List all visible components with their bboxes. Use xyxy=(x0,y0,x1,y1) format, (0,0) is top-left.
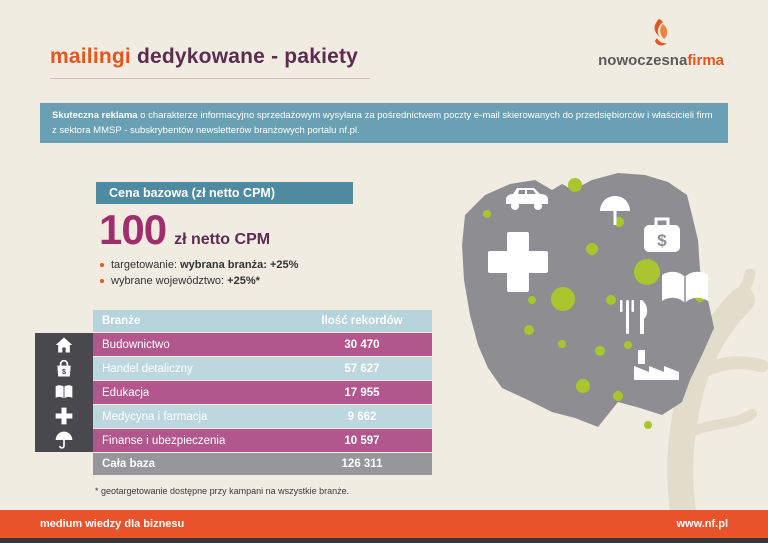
open-book-icon xyxy=(35,381,93,405)
factory-icon xyxy=(634,350,679,380)
row-label: Handel detaliczny xyxy=(102,362,193,375)
banner-text: o charakterze informacyjno sprzedażowym … xyxy=(52,110,713,136)
row-label: Medycyna i farmacja xyxy=(102,410,208,423)
svg-text:$: $ xyxy=(62,367,67,376)
row-value: 30 470 xyxy=(344,338,380,351)
title-divider xyxy=(50,78,370,79)
records-table: Branże Ilość rekordów Budownictwo 30 470… xyxy=(35,310,432,475)
row-label: Budownictwo xyxy=(102,338,170,351)
medical-cross-icon xyxy=(488,232,548,292)
table-row: Medycyna i farmacja 9 662 xyxy=(93,405,432,428)
umbrella-icon xyxy=(600,196,630,225)
option-text: wybrane województwo: +25%* xyxy=(111,275,260,287)
bottom-strip xyxy=(0,538,768,543)
tree-graphic xyxy=(667,268,768,512)
footer-url[interactable]: www.nf.pl xyxy=(676,518,728,530)
car-icon xyxy=(506,188,548,210)
table-row: Finanse i ubezpieczenia 10 597 xyxy=(93,429,432,452)
flame-icon xyxy=(654,19,668,46)
table-total-row: Cała baza 126 311 xyxy=(93,453,432,475)
shopping-bag-icon: $ xyxy=(35,357,93,381)
row-label: Finanse i ubezpieczenia xyxy=(102,434,226,447)
row-value: 10 597 xyxy=(344,434,380,447)
bullet-dot-icon xyxy=(100,279,104,283)
price-amount: 100 xyxy=(99,206,167,253)
row-value: 9 662 xyxy=(347,410,377,423)
logo-text-orange: firma xyxy=(687,52,724,69)
banner-lead: Skuteczna reklama xyxy=(52,110,138,121)
base-price-header: Cena bazowa (zł netto CPM) xyxy=(96,182,353,204)
medical-cross-icon xyxy=(35,404,93,428)
base-price: 100 zł netto CPM xyxy=(99,206,270,254)
row-label: Edukacja xyxy=(102,386,150,399)
table-header-row: Branże Ilość rekordów xyxy=(93,310,432,332)
footer-bar: medium wiedzy dla biznesu www.nf.pl xyxy=(0,510,768,538)
pricing-option-region: wybrane województwo: +25%* xyxy=(100,275,298,287)
home-icon xyxy=(35,333,93,357)
table-row: Edukacja 17 955 xyxy=(93,381,432,404)
map-icons: $ xyxy=(488,188,708,380)
pricing-option-targeting: targetowanie: wybrana branża: +25% xyxy=(100,259,298,271)
open-book-icon xyxy=(662,271,708,303)
price-unit: zł netto CPM xyxy=(174,231,271,248)
umbrella-icon xyxy=(35,428,93,452)
restaurant-icon xyxy=(620,300,648,334)
column-header-category: Branże xyxy=(102,315,141,327)
footnote: * geotargetowanie dostępne przy kampani … xyxy=(95,486,350,496)
page-title: mailingi dedykowane - pakiety xyxy=(50,45,358,69)
table-row: Budownictwo 30 470 xyxy=(93,333,432,356)
total-label: Cała baza xyxy=(102,458,156,470)
row-value: 57 627 xyxy=(344,362,380,375)
table-row: Handel detaliczny 57 627 xyxy=(93,357,432,380)
logo-text-gray: nowoczesna xyxy=(598,52,688,69)
row-value: 17 955 xyxy=(344,386,380,399)
company-logo: nowoczesnafirma xyxy=(598,52,724,69)
money-bag-icon: $ xyxy=(644,217,680,252)
pricing-options: targetowanie: wybrana branża: +25% wybra… xyxy=(100,259,298,291)
intro-banner: Skuteczna reklama o charakterze informac… xyxy=(40,103,728,143)
svg-text:$: $ xyxy=(657,231,667,250)
page-title-rest: dedykowane - pakiety xyxy=(130,45,359,68)
total-value: 126 311 xyxy=(341,458,383,470)
column-header-records: Ilość rekordów xyxy=(321,315,403,327)
bullet-dot-icon xyxy=(100,263,104,267)
footer-tagline: medium wiedzy dla biznesu xyxy=(40,518,185,530)
page-title-accent: mailingi xyxy=(50,45,131,68)
table-icon-column: $ xyxy=(35,333,93,452)
option-text: targetowanie: wybrana branża: +25% xyxy=(111,259,299,271)
coverage-dots xyxy=(483,178,705,429)
poland-map: $ xyxy=(462,173,768,512)
